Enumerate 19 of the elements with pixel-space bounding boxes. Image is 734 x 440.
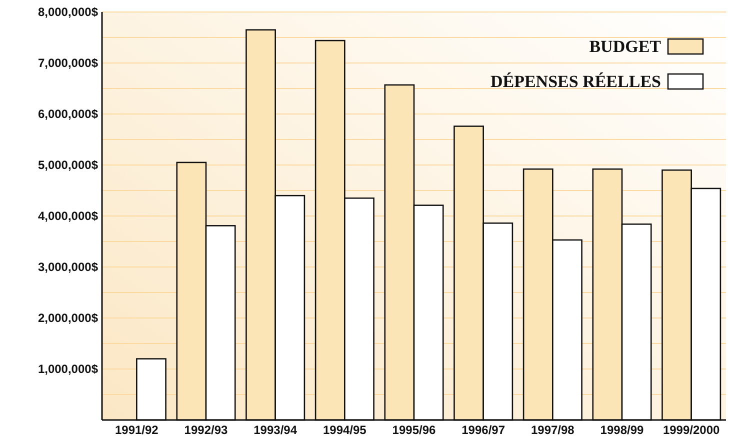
- y-tick-label: 7,000,000$: [38, 56, 98, 70]
- x-tick-label: 1995/96: [392, 423, 436, 437]
- x-tick-label: 1994/95: [322, 423, 367, 437]
- y-tick-label: 1,000,000$: [38, 362, 98, 376]
- y-tick-label: 6,000,000$: [38, 107, 98, 122]
- x-tick-label: 1992/93: [184, 423, 228, 437]
- y-tick-label: 5,000,000$: [38, 158, 98, 172]
- x-tick-label: 1991/92: [114, 423, 159, 437]
- legend-label: BUDGET: [589, 36, 662, 56]
- y-tick-label: 4,000,000$: [38, 209, 98, 224]
- y-tick-label: 2,000,000$: [38, 311, 98, 326]
- y-tick-label: 8,000,000$: [38, 5, 98, 20]
- x-tick-label: 1993/94: [254, 423, 298, 437]
- y-tick-label: 3,000,000$: [38, 260, 98, 274]
- x-tick-label: 1996/97: [462, 423, 506, 437]
- x-tick-label: 1998/99: [600, 423, 644, 437]
- x-tick-label: 1999/2000: [662, 423, 720, 437]
- x-tick-label: 1997/98: [530, 423, 575, 437]
- legend-label: DÉPENSES RÉELLES: [490, 72, 661, 91]
